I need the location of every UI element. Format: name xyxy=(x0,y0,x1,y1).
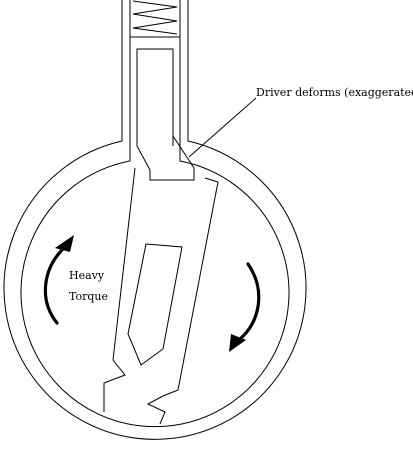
torque-arrow-left-head xyxy=(55,235,74,252)
driver-leader-line xyxy=(188,97,257,158)
torque-arrow-right xyxy=(238,262,261,341)
driver-label: Driver deforms (exaggerated) xyxy=(256,86,413,99)
key-pin xyxy=(127,243,183,366)
torque-arrow-right-head xyxy=(229,334,246,352)
plug-left xyxy=(103,167,136,412)
spring xyxy=(132,0,178,35)
torque-label-line2: Torque xyxy=(69,290,108,303)
torque-label-line1: Heavy xyxy=(69,269,105,282)
driver-pin xyxy=(136,48,195,181)
housing-outline xyxy=(3,0,307,440)
housing-bore xyxy=(20,0,290,428)
plug-right xyxy=(146,177,219,425)
torque-arrow-left xyxy=(43,247,65,325)
